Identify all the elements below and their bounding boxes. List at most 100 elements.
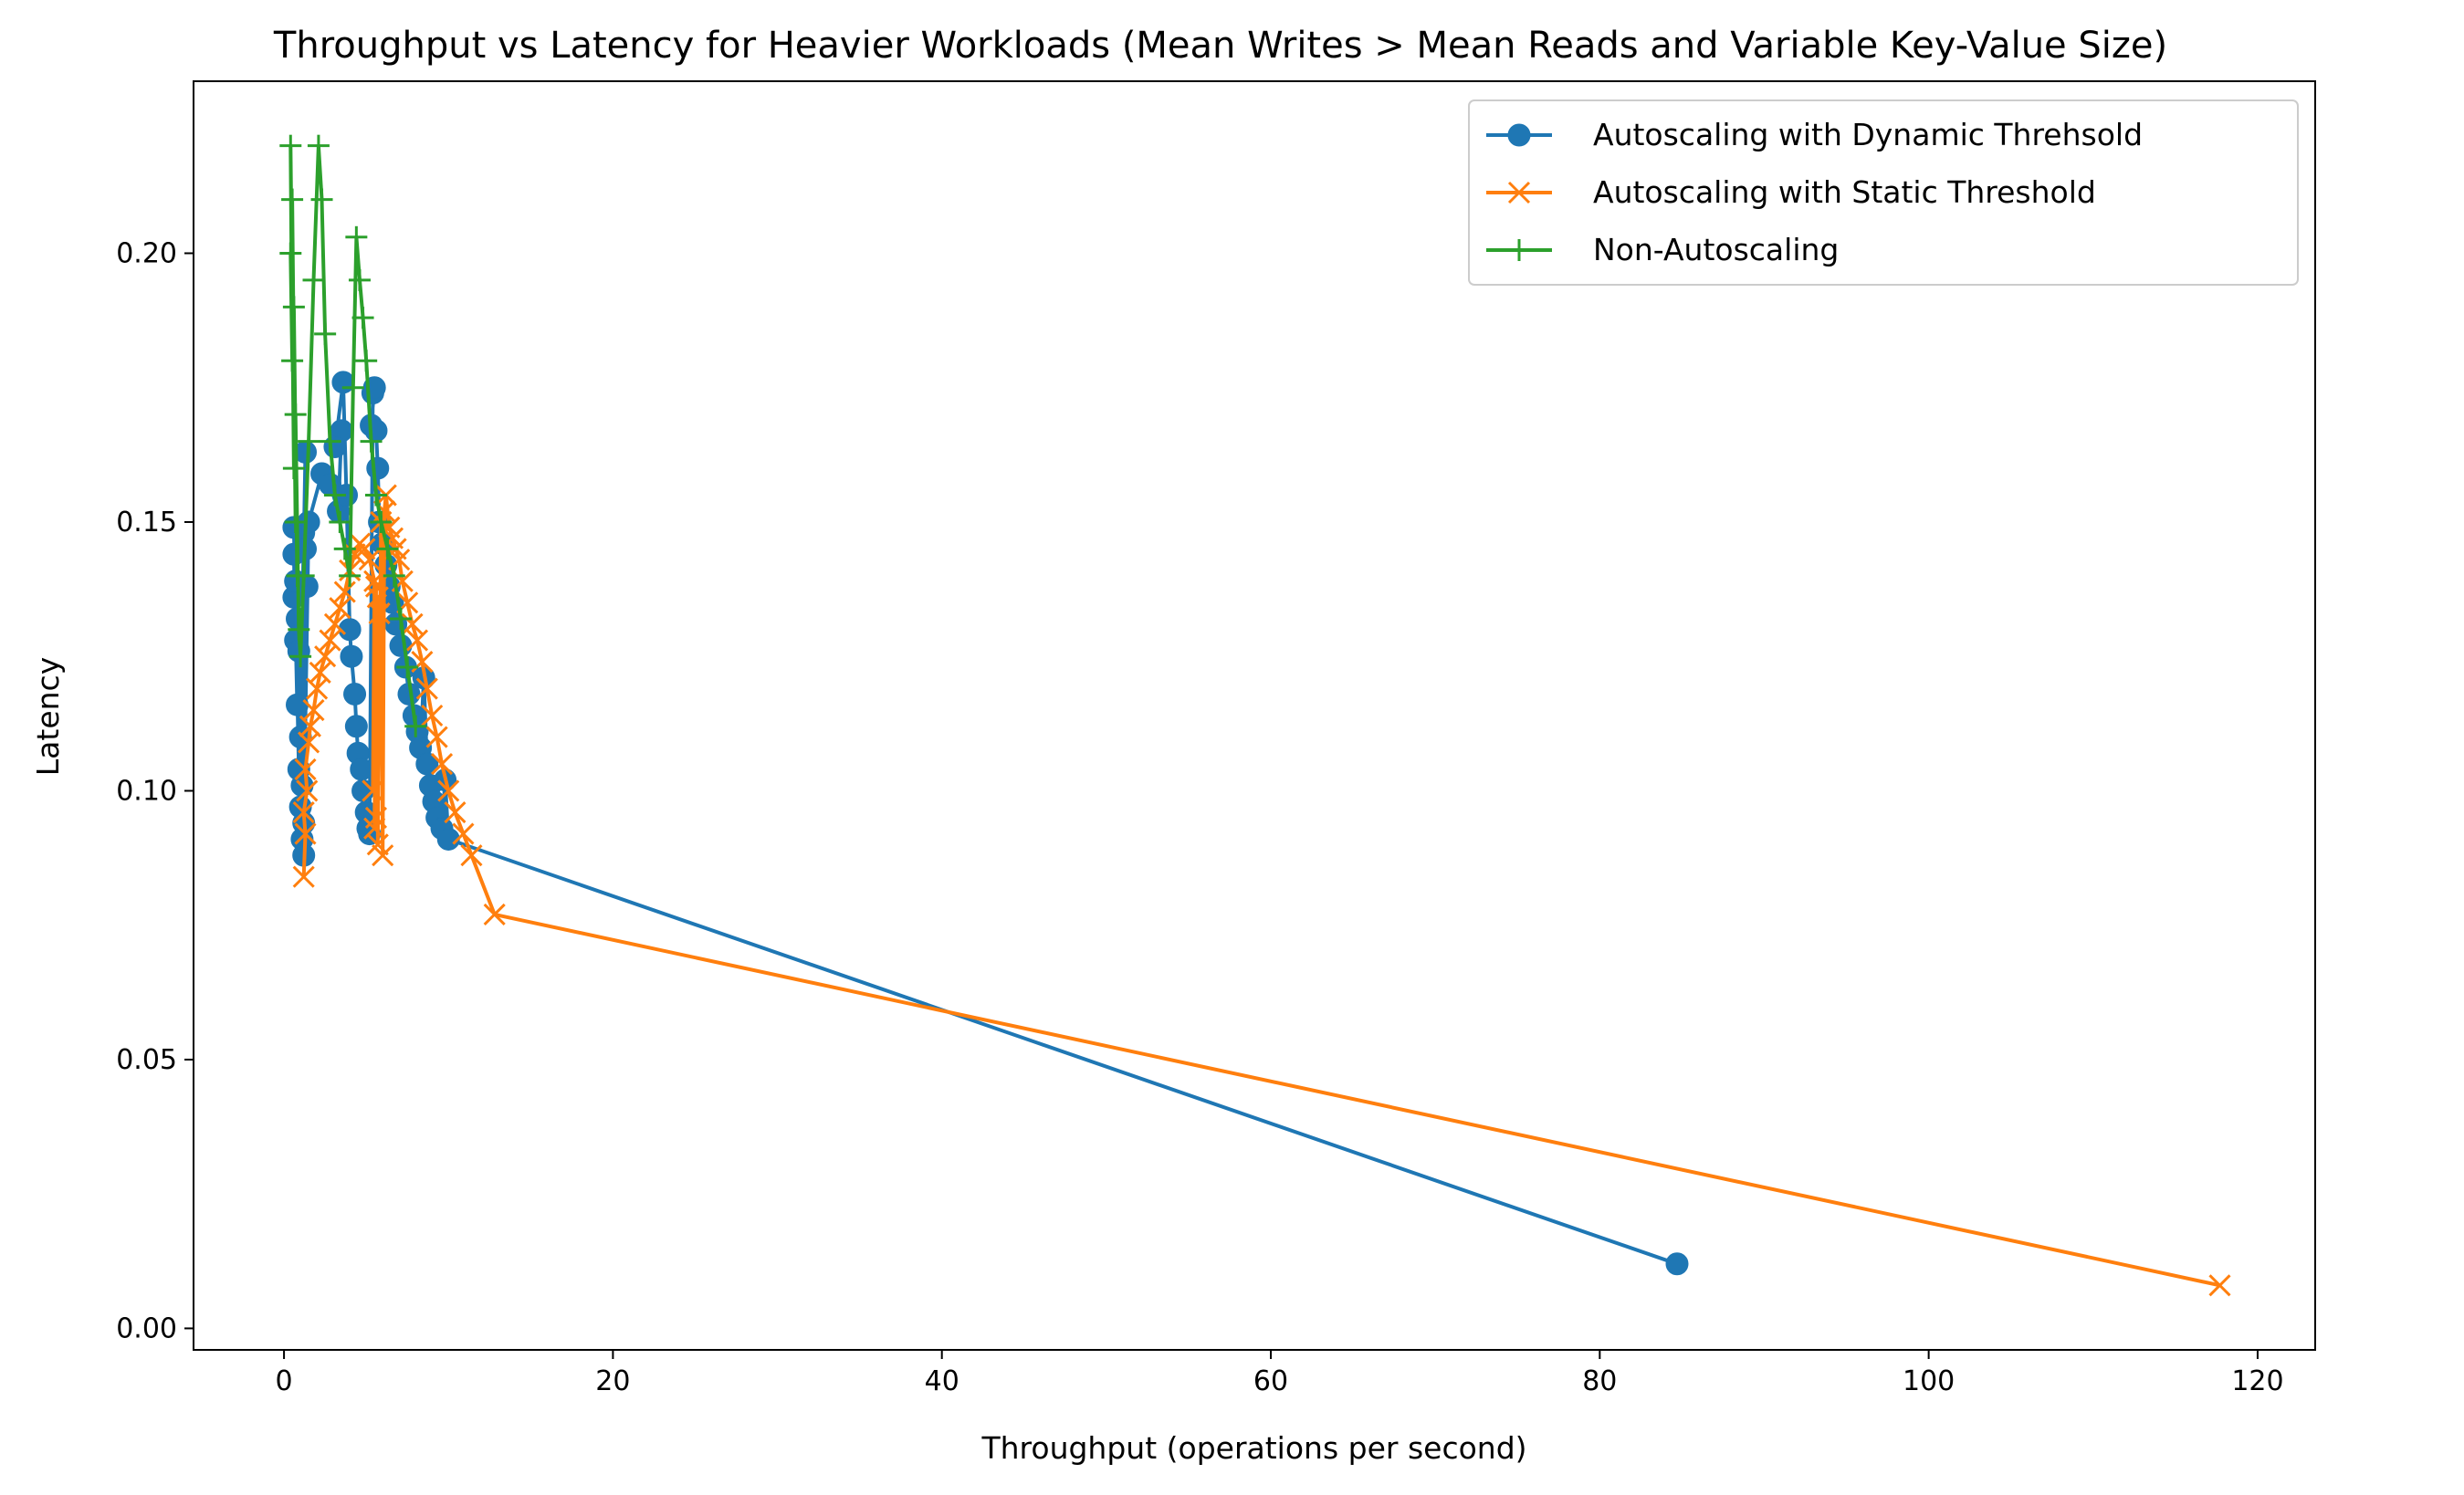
data-point xyxy=(282,457,305,480)
legend: Autoscaling with Dynamic Threhsold Autosc… xyxy=(1468,99,2299,286)
legend-label: Non-Autoscaling xyxy=(1593,232,1839,267)
data-point xyxy=(333,580,356,603)
data-point xyxy=(383,564,405,587)
data-point xyxy=(396,655,419,678)
data-point xyxy=(444,800,467,824)
data-point xyxy=(405,629,429,652)
data-point xyxy=(350,758,373,781)
y-tick-label: 0.00 xyxy=(116,1312,177,1344)
x-tick-label: 80 xyxy=(1582,1365,1617,1397)
x-tick-label: 0 xyxy=(276,1365,293,1397)
data-point xyxy=(344,715,368,738)
data-point xyxy=(284,403,307,426)
data-point xyxy=(289,645,312,668)
data-point xyxy=(294,822,317,845)
data-point xyxy=(348,268,371,291)
data-point xyxy=(389,607,412,630)
chart-title: Throughput vs Latency for Heavier Worklo… xyxy=(273,25,2167,67)
plot-area xyxy=(279,134,2231,1297)
data-point xyxy=(372,844,394,867)
series-layer xyxy=(279,134,2231,1297)
data-point xyxy=(302,699,325,722)
data-point xyxy=(292,800,315,824)
data-point xyxy=(340,644,363,668)
data-point xyxy=(284,510,307,533)
data-point xyxy=(1665,1252,1689,1276)
x-tick-label: 120 xyxy=(2231,1365,2283,1397)
x-tick-label: 40 xyxy=(925,1365,959,1397)
y-tick-label: 0.05 xyxy=(116,1044,177,1076)
data-point xyxy=(362,779,384,802)
data-point xyxy=(355,350,378,372)
data-point xyxy=(309,661,331,684)
data-point xyxy=(345,225,368,248)
data-point xyxy=(310,188,333,211)
data-point xyxy=(319,629,341,652)
data-point xyxy=(366,456,390,480)
data-point xyxy=(421,704,444,727)
data-point xyxy=(452,822,475,845)
plot-frame xyxy=(193,80,2316,1351)
y-axis-title: Latency xyxy=(30,657,66,776)
legend-entries: Autoscaling with Dynamic Threhsold Autosc… xyxy=(1486,117,2143,267)
data-point xyxy=(353,538,376,560)
legend-label: Autoscaling with Static Threshold xyxy=(1593,174,2096,210)
data-point xyxy=(360,430,383,453)
data-point xyxy=(314,322,337,345)
data-point xyxy=(323,484,346,507)
data-point xyxy=(296,779,319,802)
data-point xyxy=(282,296,305,319)
legend-box xyxy=(1468,99,2299,286)
data-point xyxy=(329,510,351,533)
data-point xyxy=(323,612,346,635)
data-point xyxy=(294,758,317,780)
data-point xyxy=(314,645,337,668)
data-point xyxy=(339,564,362,587)
x-tick-label: 60 xyxy=(1253,1365,1288,1397)
data-point xyxy=(364,806,388,829)
data-point xyxy=(389,633,413,657)
data-point xyxy=(366,833,389,856)
data-point xyxy=(2208,1274,2231,1297)
data-point xyxy=(351,779,375,802)
data-point xyxy=(307,134,330,157)
data-point xyxy=(368,602,391,625)
x-tick-label: 100 xyxy=(1903,1365,1955,1397)
series-3 xyxy=(279,134,427,737)
data-point xyxy=(483,903,506,925)
y-tick-label: 0.10 xyxy=(116,775,177,807)
data-point xyxy=(329,597,351,620)
legend-entry-1: Autoscaling with Dynamic Threhsold xyxy=(1486,117,2143,152)
data-point xyxy=(323,435,347,459)
y-tick-label: 0.15 xyxy=(116,507,177,538)
legend-marker xyxy=(1508,239,1530,261)
data-point xyxy=(404,715,427,737)
data-point xyxy=(425,726,448,748)
data-point xyxy=(343,682,367,706)
data-point xyxy=(292,865,315,888)
data-point xyxy=(331,371,355,394)
data-point xyxy=(358,549,381,571)
data-point xyxy=(298,430,320,453)
y-axis: 0.00 0.05 0.10 0.15 0.20 xyxy=(116,237,194,1344)
legend-marker xyxy=(1507,181,1531,204)
data-point xyxy=(430,752,454,776)
x-axis: 0 20 40 60 80 100 120 xyxy=(276,1350,2284,1397)
data-point xyxy=(302,268,325,291)
data-point xyxy=(415,677,438,700)
data-point xyxy=(285,693,309,716)
legend-entry-3: Non-Autoscaling xyxy=(1486,232,1839,267)
data-point xyxy=(364,484,387,507)
data-point xyxy=(376,538,399,560)
data-point xyxy=(281,350,304,372)
legend-label: Autoscaling with Dynamic Threhsold xyxy=(1593,117,2143,152)
data-point xyxy=(279,242,302,265)
data-point xyxy=(341,376,364,399)
data-point xyxy=(333,538,356,560)
x-axis-title: Throughput (operations per second) xyxy=(980,1430,1526,1466)
legend-entry-2: Autoscaling with Static Threshold xyxy=(1486,174,2096,210)
x-tick-label: 20 xyxy=(595,1365,630,1397)
data-point xyxy=(288,618,310,641)
